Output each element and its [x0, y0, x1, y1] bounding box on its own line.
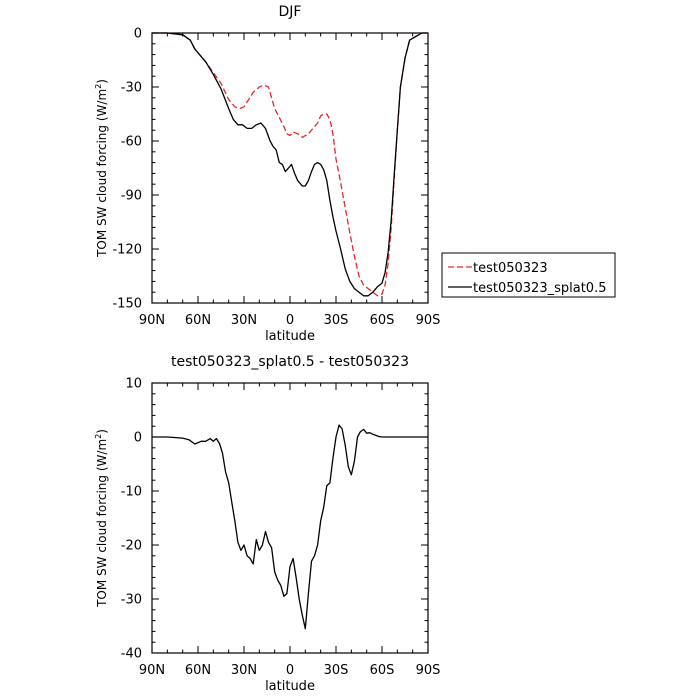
- x-tick-label: 30S: [324, 663, 349, 678]
- y-tick-label: -20: [121, 539, 142, 554]
- plot-frame: [151, 382, 429, 654]
- x-tick-label: 0: [286, 663, 294, 678]
- y-axis-label-end: ): [95, 429, 109, 434]
- y-axis-label-text: TOM SW cloud forcing (W/m: [95, 439, 109, 608]
- y-tick-label: -150: [112, 297, 142, 312]
- x-tick-label: 0: [286, 313, 294, 328]
- y-tick-label: 10: [125, 377, 142, 392]
- x-tick-label: 60S: [370, 313, 395, 328]
- x-tick-label: 90S: [416, 313, 441, 328]
- chart-2: test050323_splat0.5 - test050323 90N 60N 30…: [94, 354, 440, 694]
- y-tick-label: 0: [134, 431, 142, 446]
- y-axis-label: TOM SW cloud forcing (W/m2): [94, 429, 109, 608]
- series-line-1: [152, 424, 428, 630]
- y-tick-label: 0: [134, 27, 142, 42]
- x-tick-label: 90S: [416, 663, 441, 678]
- x-tick-label: 90N: [139, 313, 165, 328]
- x-tick-label: 60N: [185, 663, 211, 678]
- y-tick-label: -60: [121, 135, 142, 150]
- y-tick-label: -90: [121, 189, 142, 204]
- x-axis-label: latitude: [265, 329, 315, 344]
- chart-title: DJF: [279, 4, 302, 20]
- x-tick-label: 60N: [185, 313, 211, 328]
- y-tick-label: -30: [121, 81, 142, 96]
- legend-label-2: test050323_splat0.5: [473, 281, 606, 296]
- y-tick-label: -40: [121, 647, 142, 662]
- x-tick-label: 30N: [231, 313, 257, 328]
- x-tick-label: 90N: [139, 663, 165, 678]
- legend: test050323 test050323_splat0.5: [441, 252, 616, 298]
- y-axis-label-text: TOM SW cloud forcing (W/m: [95, 89, 109, 258]
- y-tick-label: -120: [112, 243, 142, 258]
- x-tick-label: 30N: [231, 663, 257, 678]
- x-tick-label: 60S: [370, 663, 395, 678]
- y-tick-label: -10: [121, 485, 142, 500]
- y-axis-label-end: ): [95, 79, 109, 84]
- x-tick-label: 30S: [324, 313, 349, 328]
- y-tick-label: -30: [121, 593, 142, 608]
- legend-box: [441, 252, 616, 298]
- series-line-2: [152, 32, 428, 297]
- chart-1: DJF 90N 60N 30N 0 30S 60S 90S 0 -30 -60 -90 -120 -150…: [94, 4, 616, 344]
- y-axis-label-superscript: 2: [94, 434, 103, 439]
- legend-label-1: test050323: [473, 261, 548, 276]
- x-axis-label: latitude: [265, 679, 315, 694]
- series-line-1: [152, 32, 428, 297]
- y-axis-label: TOM SW cloud forcing (W/m2): [94, 79, 109, 258]
- y-axis-label-superscript: 2: [94, 84, 103, 89]
- chart-title: test050323_splat0.5 - test050323: [171, 354, 409, 370]
